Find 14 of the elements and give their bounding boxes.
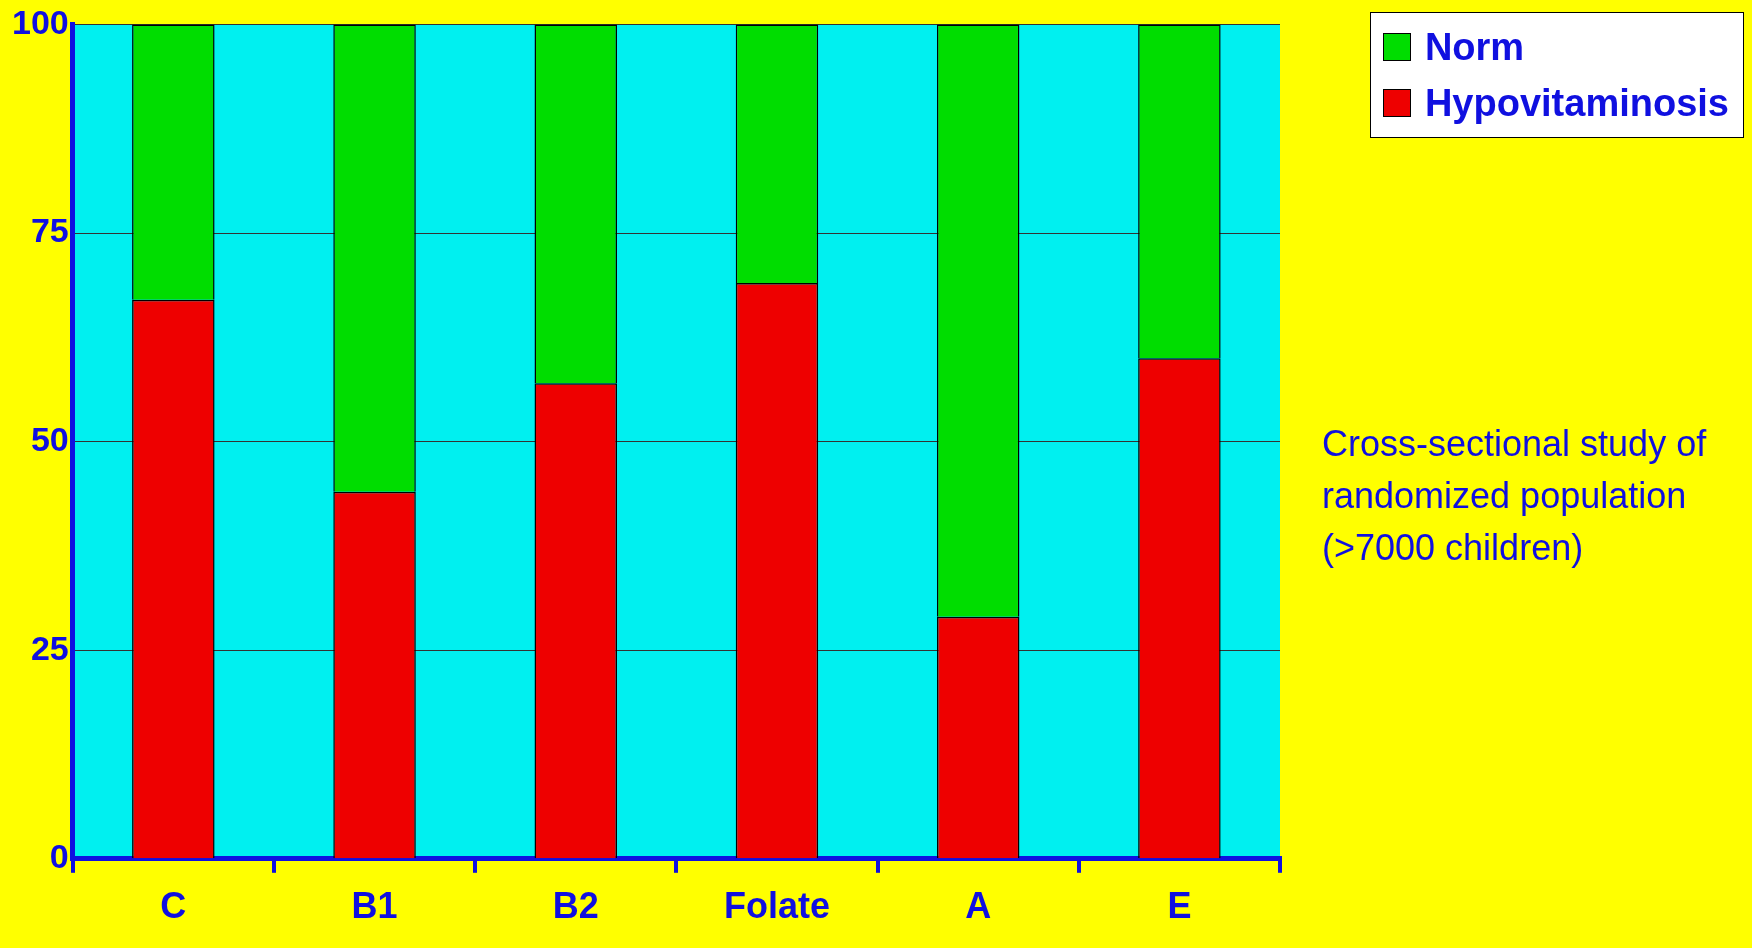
y-tick-label: 50 (30, 419, 69, 458)
y-tick-label: 0 (49, 837, 69, 876)
legend-label: Norm (1424, 25, 1525, 70)
x-tick-label: E (1167, 885, 1192, 927)
y-tick-label: 100 (11, 2, 69, 41)
text: Cross-sectional study of randomized population (>7000 children) (1322, 422, 1708, 570)
x-tick-label: B2 (552, 885, 599, 927)
y-tick-label: 25 (30, 628, 69, 667)
y-tick-label: 75 (30, 211, 69, 250)
x-tick-label: Folate (723, 885, 830, 927)
legend-label: Hypovitaminosis (1424, 81, 1729, 126)
x-tick-label: A (965, 885, 992, 927)
x-tick-label: C (160, 885, 187, 927)
x-tick-label: B1 (351, 885, 398, 927)
